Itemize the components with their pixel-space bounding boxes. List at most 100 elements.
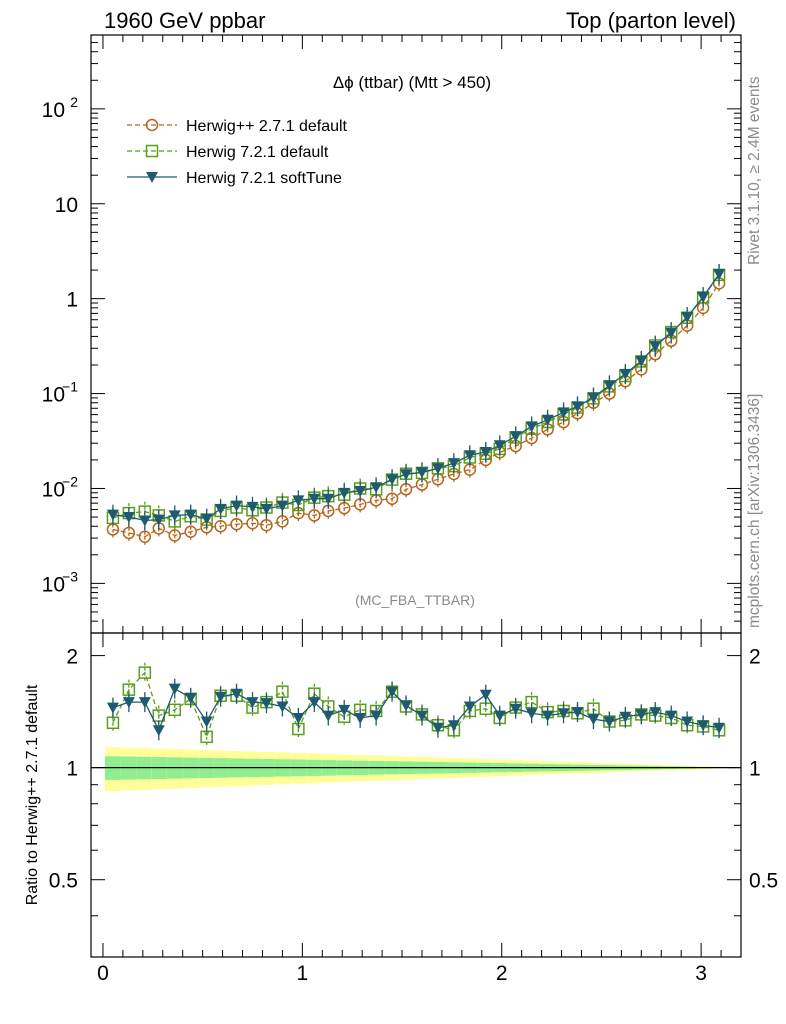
ratio-softtune-point <box>431 722 444 734</box>
ratio-softtune-point <box>200 716 213 728</box>
main-softtune-point <box>338 487 351 499</box>
main-softtune-point <box>122 512 135 524</box>
main-herwigpp-point <box>276 515 289 528</box>
main-ytick-exponent: −2 <box>62 473 78 489</box>
ratio-softtune-point <box>635 709 648 721</box>
main-softtune-point <box>200 513 213 525</box>
legend-marker <box>145 118 159 132</box>
main-softtune-point <box>681 312 694 324</box>
main-softtune-point <box>400 469 413 481</box>
ratio-softtune-point <box>260 698 273 710</box>
xtick-label: 0 <box>97 962 109 985</box>
main-softtune-point <box>619 368 632 380</box>
xtick-label: 1 <box>297 962 309 985</box>
header-right: Top (parton level) <box>566 8 736 33</box>
main-herwigpp-point <box>168 529 181 542</box>
ratio-ytick-label: 1 <box>66 758 78 781</box>
ratio-softtune-point <box>697 720 710 732</box>
ratio-softtune-point <box>138 697 151 709</box>
main-softtune-point <box>431 463 444 475</box>
ratio-softtune-point <box>386 686 399 698</box>
ratio-softtune-point <box>106 702 119 714</box>
ratio-softtune-point <box>168 683 181 695</box>
main-softtune-point <box>168 510 181 522</box>
ratio-softtune-point <box>276 701 289 713</box>
main-softtune-point <box>665 327 678 339</box>
main-softtune-line <box>112 273 720 522</box>
ratio-frame <box>90 632 742 958</box>
main-softtune-point <box>386 474 399 486</box>
ratio-herwig7-point <box>168 703 181 717</box>
main-softtune-point <box>230 500 243 512</box>
main-herwigpp-point <box>214 519 227 533</box>
ratio-softtune-line <box>112 687 720 732</box>
main-softtune-point <box>557 407 570 419</box>
main-herwigpp-point <box>385 492 399 505</box>
ratio-softtune-point <box>463 701 476 713</box>
main-ytick-label: 10 <box>42 99 65 122</box>
main-ytick-exponent: 2 <box>70 94 78 110</box>
legend-marker <box>145 144 159 158</box>
ratio-softtune-point <box>122 697 135 709</box>
main-softtune-point <box>541 414 554 426</box>
main-herwigpp-point <box>184 525 197 538</box>
main-ytick-exponent: −3 <box>62 568 78 584</box>
main-softtune-point <box>447 458 460 470</box>
ratio-softtune-point <box>541 710 554 722</box>
main-softtune-point <box>571 401 584 413</box>
main-softtune-point <box>184 509 197 521</box>
ratio-softtune-point <box>649 707 662 719</box>
ratio-softtune-point <box>308 697 321 709</box>
main-softtune-point <box>354 486 367 498</box>
ratio-ytick-label-right: 1 <box>749 758 761 781</box>
ratio-softtune-point <box>246 697 259 709</box>
ratio-softtune-point <box>619 711 632 723</box>
ratio-softtune-point <box>214 691 227 703</box>
main-softtune-point <box>463 450 476 462</box>
main-softtune-point <box>370 482 383 494</box>
main-softtune-point <box>525 421 538 433</box>
ratio-softtune-point <box>493 710 506 722</box>
main-softtune-point <box>635 355 648 367</box>
ratio-panel: 2 2 1 1 0.5 0.5 0 1 2 3 <box>49 632 778 985</box>
labels: Δϕ (ttbar) (Mtt > 450) (MC_FBA_TTBAR) Rati… <box>24 73 491 905</box>
main-softtune-point <box>415 467 428 479</box>
header-left: 1960 GeV ppbar <box>104 8 266 33</box>
xtick-label: 2 <box>496 962 508 985</box>
main-herwigpp-line <box>112 282 720 538</box>
plot-title: Δϕ (ttbar) (Mtt > 450) <box>333 73 491 92</box>
legend: Herwig++ 2.7.1 default Herwig 7.2.1 defau… <box>127 118 348 187</box>
main-softtune-point <box>138 515 151 527</box>
ratio-softtune-point <box>415 710 428 722</box>
ratio-softtune-point <box>713 722 726 734</box>
main-softtune-point <box>292 495 305 507</box>
ratio-ytick-label: 0.5 <box>49 870 78 893</box>
main-softtune-point <box>214 503 227 515</box>
ratio-softtune-point <box>152 725 165 737</box>
ratio-softtune-point <box>230 688 243 700</box>
analysis-label: (MC_FBA_TTBAR) <box>355 592 475 608</box>
legend-label: Herwig++ 2.7.1 default <box>186 118 348 135</box>
ratio-softtune-point <box>681 716 694 728</box>
main-softtune-point <box>603 380 616 392</box>
main-ytick-label: 10 <box>42 478 65 501</box>
ratio-softtune-point <box>354 712 367 724</box>
xtick-label: 3 <box>695 962 707 985</box>
legend-label: Herwig 7.2.1 softTune <box>186 170 342 187</box>
main-softtune-point <box>276 500 289 512</box>
ratio-ytick-label-right: 0.5 <box>749 870 778 893</box>
main-ytick-label: 10 <box>42 573 65 596</box>
ratio-softtune-point <box>587 714 600 726</box>
main-softtune-point <box>509 431 522 443</box>
main-softtune-point <box>322 493 335 505</box>
main-softtune-point <box>308 493 321 505</box>
ratio-softtune-point <box>557 708 570 720</box>
ratio-softtune-point <box>509 703 522 715</box>
main-herwigpp-point <box>260 518 273 532</box>
main-softtune-point <box>106 509 119 521</box>
main-softtune-point <box>260 503 273 515</box>
ratio-softtune-point <box>479 689 492 701</box>
main-ytick-label: 10 <box>42 384 65 407</box>
main-herwigpp-point <box>308 509 321 522</box>
